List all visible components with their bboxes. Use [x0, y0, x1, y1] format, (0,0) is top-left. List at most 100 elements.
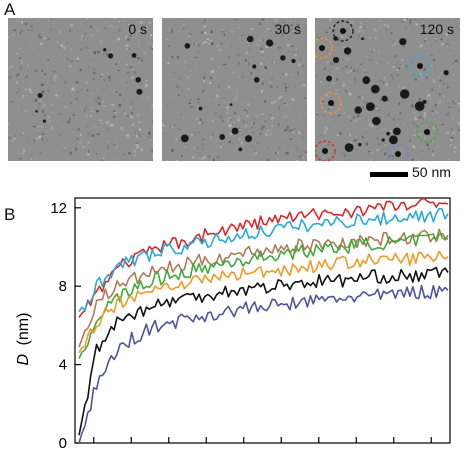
- noise-speck: [332, 145, 336, 149]
- noise-speck: [292, 29, 295, 32]
- noise-speck: [251, 145, 255, 147]
- noise-speck: [64, 147, 66, 150]
- noise-speck: [41, 133, 45, 135]
- diameter-series-line: [78, 250, 449, 354]
- noise-speck: [386, 67, 389, 71]
- noise-speck: [149, 138, 152, 142]
- noise-speck: [238, 76, 240, 79]
- noise-speck: [95, 100, 98, 103]
- noise-speck: [256, 51, 258, 55]
- noise-speck: [423, 28, 427, 32]
- noise-speck: [441, 43, 445, 46]
- noise-speck: [117, 20, 121, 23]
- noise-speck: [401, 53, 403, 55]
- noise-speck: [27, 64, 29, 66]
- noise-speck: [448, 106, 451, 108]
- noise-speck: [70, 23, 73, 27]
- noise-speck: [111, 104, 114, 106]
- noise-speck: [356, 100, 358, 102]
- noise-speck: [167, 29, 169, 31]
- noise-speck: [57, 113, 61, 115]
- noise-speck: [362, 135, 364, 139]
- noise-speck: [369, 121, 372, 124]
- noise-speck: [448, 111, 451, 114]
- noise-speck: [57, 140, 59, 142]
- noise-speck: [346, 57, 349, 61]
- noise-speck: [439, 79, 442, 82]
- noise-speck: [256, 152, 259, 154]
- noise-speck: [38, 117, 41, 121]
- particle-diameter-chart: 0 4 8 12 D (nm): [15, 197, 451, 452]
- noise-speck: [63, 81, 66, 84]
- noise-speck: [20, 30, 23, 33]
- noise-speck: [348, 159, 351, 161]
- noise-speck: [104, 27, 107, 29]
- noise-speck: [359, 90, 363, 93]
- noise-speck: [291, 98, 295, 101]
- noise-speck: [131, 123, 134, 126]
- noise-speck: [432, 79, 436, 82]
- noise-speck: [34, 70, 37, 72]
- noise-speck: [8, 77, 11, 79]
- noise-speck: [295, 68, 298, 70]
- noise-speck: [379, 19, 382, 22]
- noise-speck: [403, 45, 405, 48]
- noise-speck: [114, 145, 117, 149]
- noise-speck: [231, 96, 233, 99]
- noise-speck: [418, 159, 420, 161]
- noise-speck: [205, 92, 209, 95]
- noise-speck: [122, 19, 124, 22]
- noise-speck: [206, 38, 209, 40]
- noise-speck: [284, 101, 287, 103]
- noise-speck: [423, 39, 426, 42]
- noise-speck: [378, 109, 381, 112]
- noise-speck: [212, 133, 214, 136]
- noise-speck: [173, 124, 176, 126]
- noise-speck: [190, 69, 192, 72]
- nanoparticle: [103, 48, 107, 52]
- noise-speck: [106, 84, 107, 86]
- noise-speck: [283, 102, 286, 104]
- noise-speck: [369, 59, 371, 61]
- noise-speck: [369, 37, 371, 39]
- noise-speck: [297, 52, 299, 54]
- noise-speck: [387, 62, 390, 65]
- noise-speck: [13, 137, 17, 140]
- noise-speck: [37, 109, 40, 111]
- noise-speck: [146, 96, 149, 99]
- noise-speck: [228, 140, 231, 143]
- noise-speck: [204, 41, 207, 44]
- nanoparticle: [361, 37, 364, 40]
- noise-speck: [214, 48, 216, 50]
- noise-speck: [332, 115, 335, 118]
- noise-speck: [368, 150, 371, 153]
- noise-speck: [22, 152, 25, 155]
- noise-speck: [332, 83, 335, 85]
- noise-speck: [135, 142, 139, 145]
- nanoparticle: [238, 147, 243, 152]
- noise-speck: [47, 116, 50, 118]
- y-axis-label: D (nm): [15, 313, 32, 366]
- noise-speck: [413, 134, 416, 136]
- noise-speck: [273, 42, 275, 45]
- tracked-particle-marker: [315, 37, 333, 59]
- noise-speck: [361, 106, 365, 109]
- noise-speck: [424, 114, 427, 118]
- y-axis-ticks: 0 4 8 12: [50, 200, 81, 452]
- noise-speck: [212, 158, 215, 161]
- noise-speck: [77, 57, 80, 61]
- noise-speck: [455, 59, 458, 62]
- noise-speck: [392, 66, 395, 68]
- noise-speck: [264, 66, 267, 70]
- noise-speck: [137, 57, 140, 60]
- noise-speck: [204, 83, 207, 86]
- noise-speck: [33, 139, 36, 142]
- noise-speck: [169, 101, 171, 103]
- noise-speck: [107, 152, 110, 155]
- noise-speck: [203, 122, 206, 124]
- noise-speck: [202, 90, 205, 92]
- noise-speck: [146, 26, 148, 28]
- noise-speck: [261, 39, 264, 42]
- noise-speck: [91, 134, 94, 137]
- noise-speck: [19, 61, 22, 63]
